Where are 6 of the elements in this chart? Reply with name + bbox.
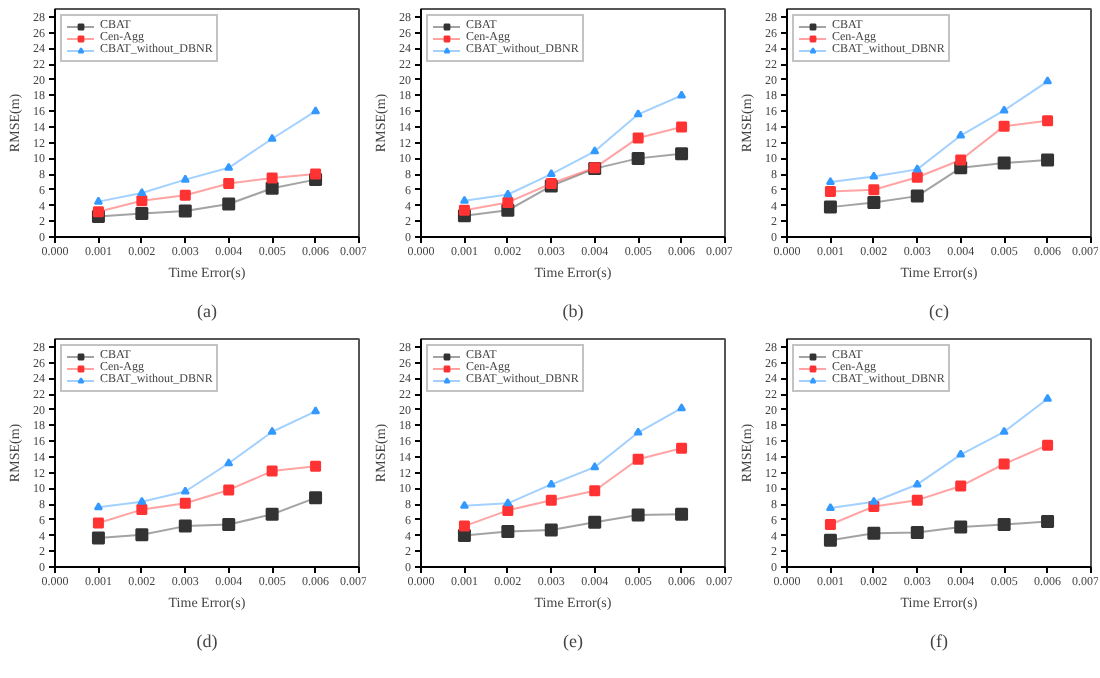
text: (d) bbox=[196, 631, 218, 651]
text: (e) bbox=[563, 631, 584, 651]
text: (f) bbox=[930, 631, 949, 651]
text: (a) bbox=[197, 301, 218, 321]
text: (b) bbox=[562, 301, 584, 321]
text: (c) bbox=[929, 301, 950, 321]
